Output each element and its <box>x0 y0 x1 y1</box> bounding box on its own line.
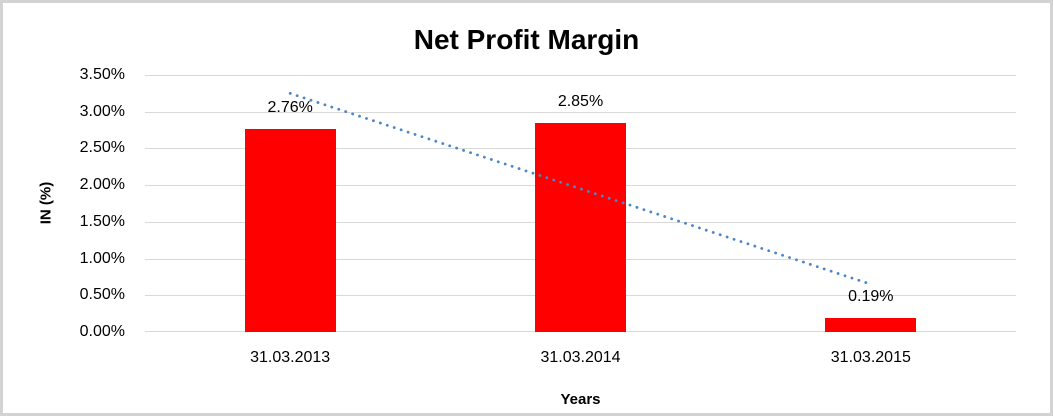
gridline <box>145 75 1016 76</box>
bar-value-label: 2.85% <box>557 92 604 110</box>
y-tick-label: 1.00% <box>79 249 125 267</box>
y-tick-label: 1.50% <box>79 212 125 230</box>
bar <box>535 122 626 332</box>
y-tick-label: 2.00% <box>79 176 125 194</box>
plot-area: 2.76% 2.85% 0.19% <box>145 75 1016 332</box>
bar <box>244 129 336 332</box>
bar-value-label: 0.19% <box>848 288 894 306</box>
chart-title: Net Profit Margin <box>413 24 640 55</box>
gridline <box>145 111 1016 113</box>
bar <box>825 318 917 332</box>
y-tick-label: 3.00% <box>79 102 125 120</box>
y-tick-label: 2.50% <box>79 139 125 157</box>
x-axis-title: Years <box>560 391 601 408</box>
bar-value-label: 2.76% <box>267 99 313 117</box>
trendline <box>288 91 873 286</box>
y-tick-label: 0.50% <box>79 286 125 304</box>
y-tick-label: 3.50% <box>79 66 125 83</box>
x-tick-label: 31.03.2014 <box>540 349 621 366</box>
x-tick-label: 31.03.2015 <box>830 349 911 366</box>
x-axis-tick-labels: 31.03.2013 31.03.2014 31.03.2015 <box>145 349 1016 369</box>
y-tick-label: 0.00% <box>79 323 125 340</box>
y-axis-tick-labels: 0.00% 0.50% 1.00% 1.50% 2.00% 2.50% 3.00% 3.50% <box>3 3 125 413</box>
trendline-layer <box>288 91 873 286</box>
x-tick-label: 31.03.2013 <box>250 349 331 366</box>
